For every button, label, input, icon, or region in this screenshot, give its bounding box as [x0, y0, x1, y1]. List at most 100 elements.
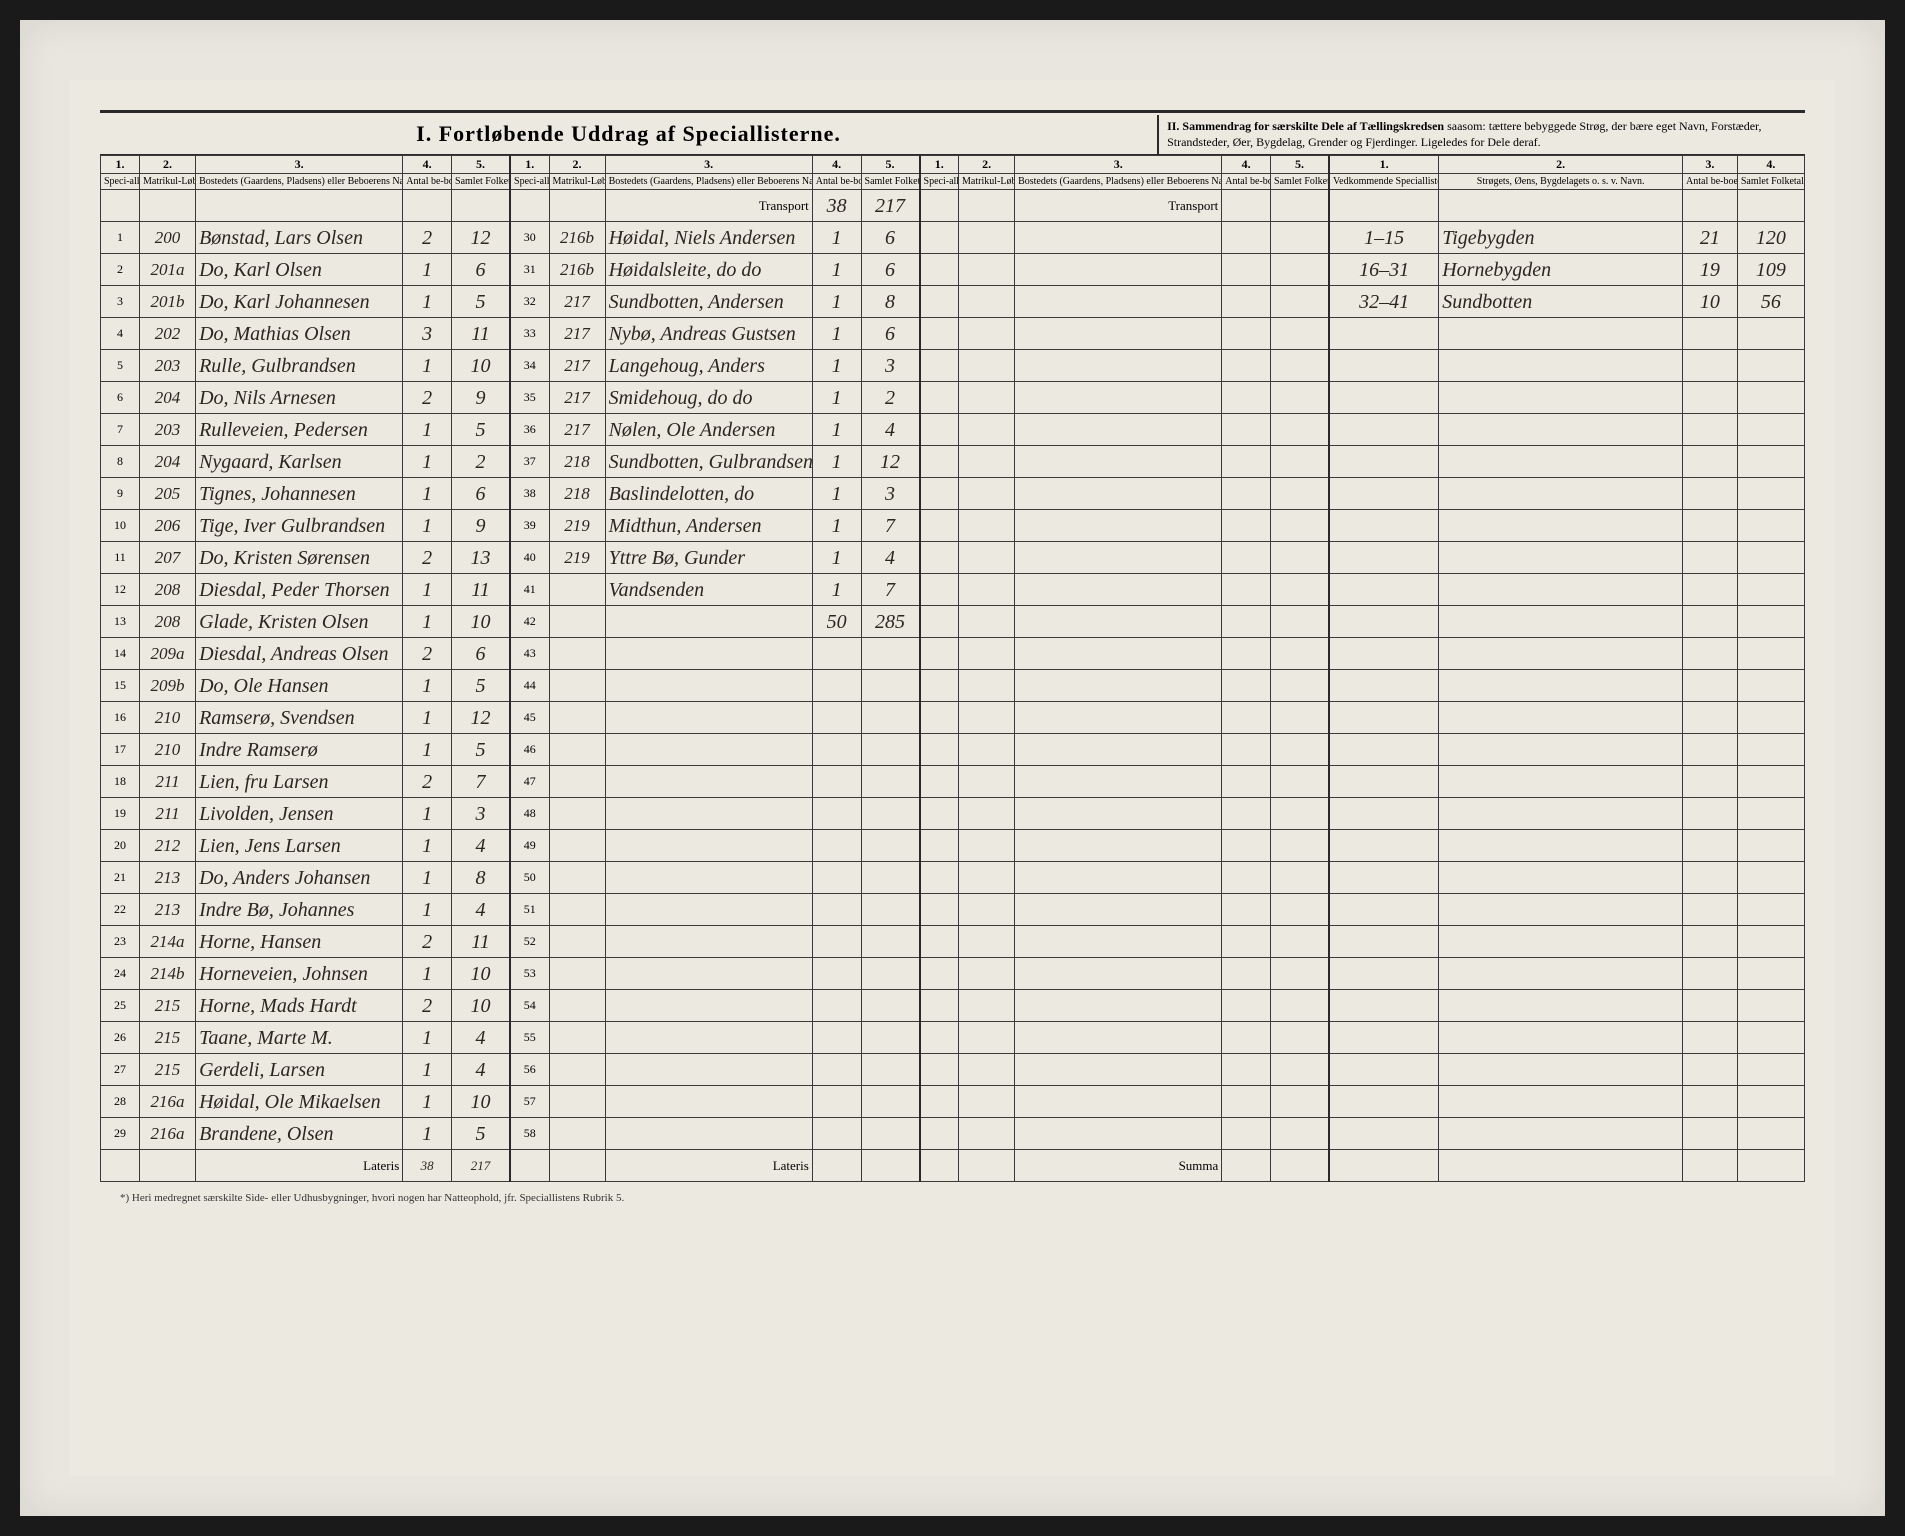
cell — [1683, 1086, 1738, 1118]
cell — [1683, 350, 1738, 382]
cell — [1329, 862, 1439, 894]
cell: Brandene, Olsen — [196, 1118, 403, 1150]
cell: 213 — [140, 894, 196, 926]
title-row: I. Fortløbende Uddrag af Speciallisterne… — [100, 115, 1805, 155]
cell — [1015, 958, 1222, 990]
cell — [1439, 1022, 1683, 1054]
cell — [1683, 990, 1738, 1022]
cell: 1 — [403, 702, 452, 734]
cell — [1015, 606, 1222, 638]
colnum: 4. — [1222, 156, 1271, 174]
cell — [1329, 318, 1439, 350]
cell — [1271, 830, 1330, 862]
cell: 215 — [140, 1022, 196, 1054]
cell — [1439, 990, 1683, 1022]
cell: 1 — [812, 510, 861, 542]
cell — [1271, 926, 1330, 958]
cell — [1271, 1022, 1330, 1054]
cell: 217 — [549, 318, 605, 350]
cell — [1439, 638, 1683, 670]
cell — [1271, 766, 1330, 798]
cell — [1683, 702, 1738, 734]
cell: Baslindelotten, do — [605, 478, 812, 510]
cell — [549, 830, 605, 862]
cell: 10 — [452, 350, 511, 382]
cell: 41 — [510, 574, 549, 606]
cell — [920, 670, 959, 702]
cell — [1683, 862, 1738, 894]
cell: 1 — [403, 734, 452, 766]
cell: Smidehoug, do do — [605, 382, 812, 414]
cell: 1 — [403, 1054, 452, 1086]
cell: 7 — [861, 510, 920, 542]
cell: 31 — [510, 254, 549, 286]
cell — [196, 190, 403, 222]
cell: 217 — [549, 286, 605, 318]
cell: 208 — [140, 574, 196, 606]
cell — [920, 1118, 959, 1150]
cell: 1 — [812, 478, 861, 510]
cell — [959, 606, 1015, 638]
cell — [1439, 318, 1683, 350]
cell — [1737, 1150, 1804, 1182]
cell — [1439, 926, 1683, 958]
cell — [959, 734, 1015, 766]
cell — [1015, 830, 1222, 862]
cell: 10 — [101, 510, 140, 542]
cell — [510, 190, 549, 222]
cell — [140, 1150, 196, 1182]
cell — [1439, 478, 1683, 510]
cell: 12 — [101, 574, 140, 606]
cell — [1683, 638, 1738, 670]
cell — [812, 670, 861, 702]
table-head: 1. 2. 3. 4. 5. 1. 2. 3. 4. 5. 1. 2. 3. 4… — [101, 156, 1805, 190]
cell: 218 — [549, 478, 605, 510]
cell — [959, 190, 1015, 222]
cell — [959, 1022, 1015, 1054]
cell — [861, 798, 920, 830]
cell — [1015, 990, 1222, 1022]
cell — [1222, 286, 1271, 318]
cell: 1 — [403, 350, 452, 382]
cell — [1015, 286, 1222, 318]
cell: 11 — [452, 574, 511, 606]
cell — [920, 798, 959, 830]
hdr-folk: Samlet Folketal (tilstede-værende Per-so… — [452, 174, 511, 190]
cell — [959, 1118, 1015, 1150]
cell: 6 — [452, 254, 511, 286]
cell: Do, Kristen Sørensen — [196, 542, 403, 574]
cell — [959, 254, 1015, 286]
table-row: 14209aDiesdal, Andreas Olsen26 43 — [101, 638, 1805, 670]
cell — [1737, 798, 1804, 830]
cell — [1271, 990, 1330, 1022]
cell — [1222, 190, 1271, 222]
hdr-spec: Speci-alli-ster-nes No. — [510, 174, 549, 190]
cell — [1222, 702, 1271, 734]
cell — [1222, 318, 1271, 350]
hdr-huse: Antal be-boede Huse*). — [812, 174, 861, 190]
cell — [1222, 478, 1271, 510]
cell — [1222, 574, 1271, 606]
cell — [920, 926, 959, 958]
cell — [1683, 478, 1738, 510]
cell — [605, 734, 812, 766]
cell — [1439, 606, 1683, 638]
cell — [605, 894, 812, 926]
cell: 5 — [452, 414, 511, 446]
table-row: 17210Indre Ramserø15 46 — [101, 734, 1805, 766]
cell: 214a — [140, 926, 196, 958]
cell: 23 — [101, 926, 140, 958]
cell — [1683, 766, 1738, 798]
cell: 1 — [812, 286, 861, 318]
cell — [1683, 830, 1738, 862]
cell: 49 — [510, 830, 549, 862]
cell — [1683, 734, 1738, 766]
cell: 1 — [403, 254, 452, 286]
top-rule — [100, 110, 1805, 113]
cell — [1737, 702, 1804, 734]
cell — [812, 1150, 861, 1182]
cell: 10 — [452, 1086, 511, 1118]
cell — [1737, 670, 1804, 702]
cell — [861, 862, 920, 894]
cell — [1439, 702, 1683, 734]
